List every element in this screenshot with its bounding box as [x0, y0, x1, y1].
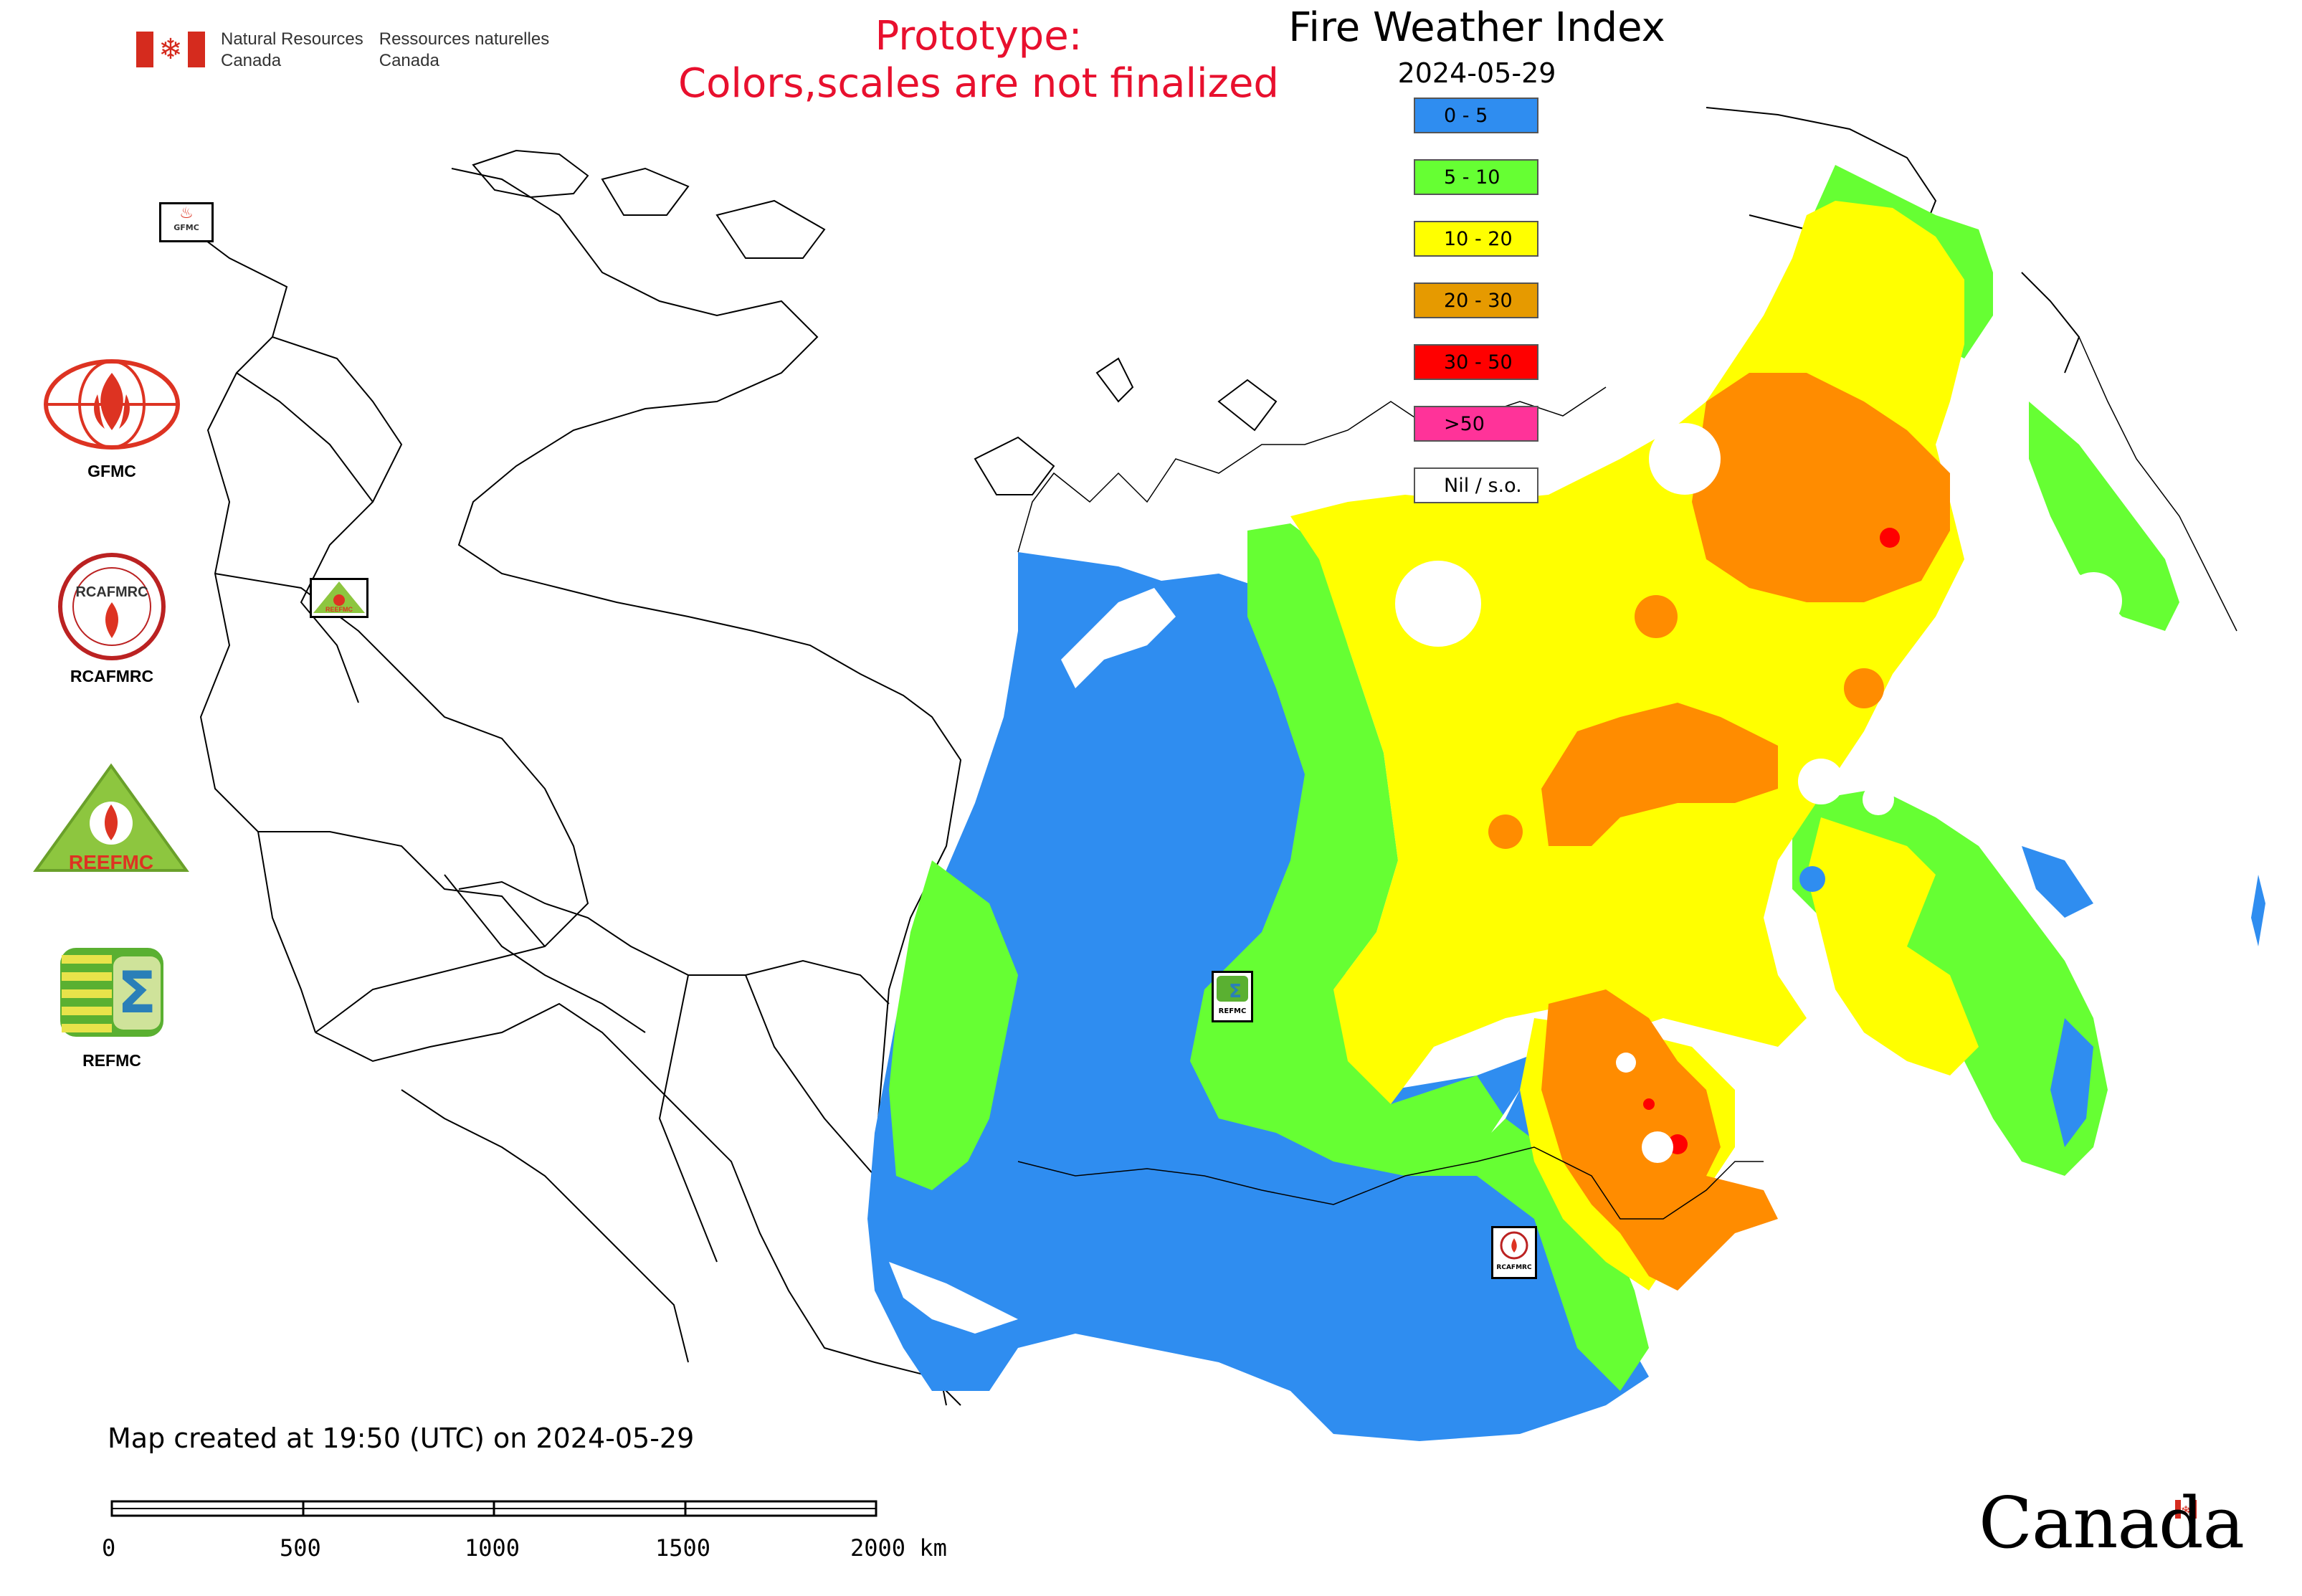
refmc-sigma-icon: Σ	[60, 948, 163, 1037]
scale-bar	[110, 1500, 877, 1517]
reefmc-marker-icon: REEFMC	[313, 581, 365, 613]
dept-en-line1: Natural Resources	[221, 29, 363, 49]
canada-flag-icon: ❄	[136, 32, 205, 67]
gfmc-logo: GFMC	[33, 358, 191, 481]
prototype-notice: Prototype: Colors,scales are not finaliz…	[678, 13, 1279, 107]
scale-label: 500	[280, 1534, 321, 1562]
rcafmrc-label: RCAFMRC	[70, 667, 154, 685]
fwi-zone-30-50	[1880, 528, 1900, 548]
dept-en-line2: Canada	[221, 51, 282, 70]
map-date: 2024-05-29	[1397, 57, 1556, 89]
svg-text:Σ: Σ	[1229, 981, 1242, 1002]
canada-wordmark: Canada	[1979, 1483, 2245, 1564]
rcafmrc-seal-icon: RCAFMRC	[58, 553, 166, 660]
map-title: Fire Weather Index	[1288, 4, 1665, 51]
gfmc-globe-icon	[44, 359, 180, 450]
legend-item: 20 - 30	[1414, 282, 1538, 318]
legend-item: 10 - 20	[1414, 221, 1538, 257]
legend-item: 0 - 5	[1414, 98, 1538, 133]
nrcan-signature: ❄ Natural Resources Canada Ressources na…	[136, 29, 549, 72]
legend-item: >50	[1414, 406, 1538, 442]
scale-label: 1000	[465, 1534, 520, 1562]
svg-text:REEFMC: REEFMC	[325, 606, 353, 613]
refmc-map-marker[interactable]: Σ REFMC	[1212, 971, 1253, 1022]
scale-label: 0	[102, 1534, 116, 1562]
svg-text:Σ: Σ	[118, 959, 157, 1026]
country-boundaries-west	[171, 107, 2080, 1406]
reefmc-logo: REEFMC	[29, 763, 194, 880]
map-created-note: Map created at 19:50 (UTC) on 2024-05-29	[108, 1422, 695, 1454]
fwi-zone-5-10	[1190, 523, 1649, 1391]
gfmc-label: GFMC	[87, 462, 136, 480]
svg-text:REEFMC: REEFMC	[69, 851, 153, 873]
canada-wordmark-flag: ❄	[2175, 1500, 2197, 1519]
rcafmrc-logo: RCAFMRC RCAFMRC	[33, 549, 191, 686]
fwi-field	[867, 165, 2265, 1441]
reefmc-triangle-icon: REEFMC	[33, 763, 189, 873]
rcafmrc-marker-icon	[1500, 1231, 1528, 1260]
scale-label: 2000 km	[850, 1534, 947, 1562]
svg-text:❄: ❄	[2180, 1504, 2191, 1519]
dept-fr-line1: Ressources naturelles	[379, 29, 550, 49]
legend-item: 30 - 50	[1414, 344, 1538, 380]
reefmc-map-marker[interactable]: REEFMC	[310, 578, 368, 618]
rcafmrc-map-marker[interactable]: RCAFMRC	[1491, 1226, 1537, 1279]
scale-label: 1500	[655, 1534, 711, 1562]
svg-text:RCAFMRC: RCAFMRC	[75, 584, 148, 600]
legend-item: 5 - 10	[1414, 159, 1538, 195]
refmc-label: REFMC	[82, 1051, 141, 1070]
legend-item: Nil / s.o.	[1414, 467, 1538, 503]
gfmc-map-marker[interactable]: ♨ GFMC	[159, 202, 214, 242]
dept-fr-line2: Canada	[379, 51, 439, 70]
fwi-nil-holes	[889, 423, 2122, 1334]
refmc-marker-icon: Σ	[1217, 976, 1248, 1002]
flame-icon: ♨	[179, 204, 194, 222]
refmc-logo: Σ REFMC	[33, 941, 191, 1070]
